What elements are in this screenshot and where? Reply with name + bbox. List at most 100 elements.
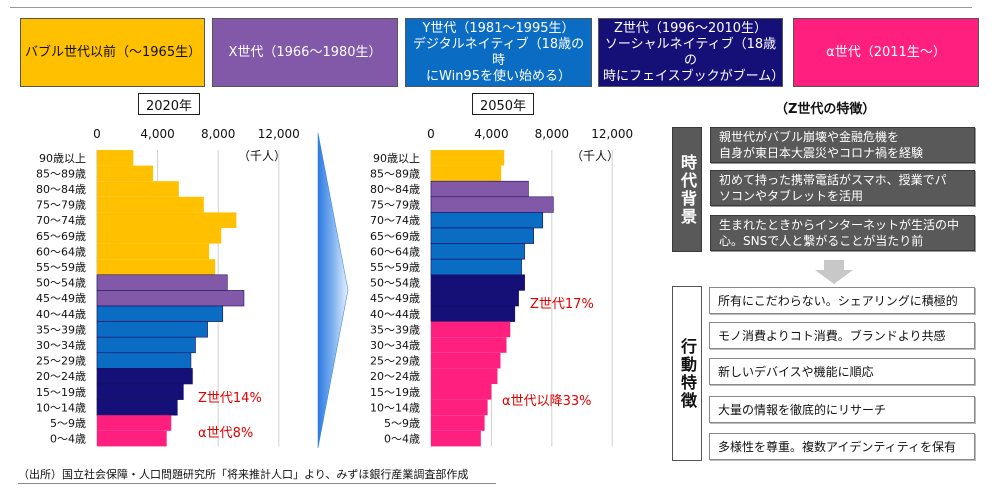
bar: [430, 196, 554, 213]
background-item: 親世代がバブル崩壊や金融危機を 自身が東日本大震災やコロナ禍を経験: [710, 127, 975, 163]
bar: [96, 352, 192, 369]
bar: [97, 196, 204, 213]
unit-label: （千人）: [238, 149, 286, 163]
category-label: 5〜9歳: [50, 417, 86, 430]
chart-title-text: 2020年: [145, 98, 193, 114]
bar: [430, 227, 534, 244]
share-annotation: Z世代17%: [530, 297, 594, 312]
category-label: 50〜54歳: [370, 277, 420, 290]
bar: [430, 258, 522, 276]
bar: [97, 259, 216, 275]
chart-title-text: 2050年: [479, 98, 527, 114]
x-tick-label: 8,000: [201, 127, 235, 141]
category-label: 90歳以上: [39, 152, 86, 165]
bar: [97, 430, 167, 447]
bar: [96, 383, 184, 400]
category-label: 55〜59歳: [370, 261, 420, 274]
category-label: 20〜24歳: [36, 370, 86, 383]
category-label: 35〜39歳: [370, 323, 420, 336]
category-label: 5〜9歳: [384, 417, 420, 430]
chart-2050: 0 4,000 8,000 12,000 （千人） 90歳以上 85〜89歳 80〜84歳 75…: [370, 127, 633, 447]
bar: [97, 243, 210, 260]
unit-label: （千人）: [571, 149, 619, 163]
generation-label: X世代（1966〜1980生）: [228, 44, 382, 60]
bar: [431, 368, 498, 384]
bar: [96, 336, 196, 354]
category-label: 0〜4歳: [384, 433, 420, 446]
category-label: 80〜84歳: [36, 183, 86, 196]
category-label: 65〜69歳: [36, 230, 86, 243]
bar: [97, 181, 179, 197]
share-annotation: α世代8%: [198, 426, 253, 441]
background-item: 初めて持った携帯電話がスマホ、授業でパ ソコンやタブレットを活用: [710, 170, 975, 206]
generation-box-z: Z世代（1996〜2010生） ソーシャルネイティブ（18歳の 時にフェイスブッ…: [598, 18, 785, 87]
bar: [431, 165, 502, 182]
share-annotation: Z世代14%: [198, 391, 262, 406]
generation-box-x: X世代（1966〜1980生）: [212, 18, 398, 87]
bar: [97, 212, 237, 228]
chart-2020: 0 4,000 8,000 12,000 （千人） 90歳以上 85〜89歳 80〜84歳 75…: [36, 127, 300, 447]
panel-title: （Z世代の特徴）: [775, 102, 876, 117]
category-label: 35〜39歳: [36, 323, 86, 336]
bar: [431, 399, 488, 416]
category-label: 90歳以上: [373, 152, 420, 165]
behavior-side-label: 行動特徴: [672, 286, 702, 461]
category-label: 40〜44歳: [36, 308, 86, 321]
category-label: 65〜69歳: [370, 230, 420, 243]
bar: [431, 430, 481, 447]
category-label: 25〜29歳: [370, 355, 420, 368]
background-label-text: 時代背景: [678, 153, 697, 226]
behavior-item: 新しいデバイスや機能に順応: [709, 358, 975, 385]
category-label: 70〜74歳: [36, 214, 86, 227]
category-label: 85〜89歳: [36, 167, 86, 180]
category-label: 10〜14歳: [36, 401, 86, 414]
generation-box-alpha: α世代（2011生〜）: [793, 18, 979, 87]
bar: [430, 274, 525, 291]
generation-label: Y世代（1981〜1995生） デジタルネイティブ（18歳の時 にWin95を使…: [412, 20, 585, 84]
generation-label: Z世代（1996〜2010生） ソーシャルネイティブ（18歳の 時にフェイスブッ…: [603, 20, 785, 84]
category-label: 85〜89歳: [370, 167, 420, 180]
background-item-text: 初めて持った携帯電話がスマホ、授業でパ ソコンやタブレットを活用: [719, 173, 947, 203]
bar: [430, 212, 544, 229]
category-label: 10〜14歳: [370, 401, 420, 414]
x-tick-label: 4,000: [140, 127, 174, 141]
background-item-text: 生まれたときからインターネットが生活の中 心。SNSで人と繋がることが当たり前: [719, 218, 960, 248]
background-item: 生まれたときからインターネットが生活の中 心。SNSで人と繋がることが当たり前: [710, 215, 975, 251]
bar: [97, 415, 172, 431]
category-label: 50〜54歳: [36, 277, 86, 290]
bar: [431, 337, 507, 353]
source-note: （出所）国立社会保障・人口問題研究所「将来推計人口」より、みずほ銀行産業調査部作…: [18, 466, 496, 484]
bar: [431, 384, 492, 400]
x-tick-label: 4,000: [474, 127, 508, 141]
bar: [431, 150, 505, 166]
bar: [431, 415, 485, 431]
x-tick-label: 12,000: [258, 127, 300, 141]
category-label: 30〜34歳: [370, 339, 420, 352]
bar: [431, 352, 501, 369]
category-label: 80〜84歳: [370, 183, 420, 196]
bar: [96, 399, 178, 416]
behavior-label-text: 行動特徴: [678, 337, 697, 410]
bar: [430, 243, 525, 260]
behavior-item-text: 多様性を尊重。複数アイデンティティを保有: [718, 439, 956, 454]
bar: [96, 368, 193, 385]
category-label: 55〜59歳: [36, 261, 86, 274]
bar: [96, 290, 245, 307]
generation-label: α世代（2011生〜）: [826, 44, 946, 60]
behavior-item: 多様性を尊重。複数アイデンティティを保有: [709, 433, 975, 460]
background-item-text: 親世代がバブル崩壊や金融危機を 自身が東日本大震災やコロナ禍を経験: [719, 130, 924, 160]
category-label: 15〜19歳: [36, 386, 86, 399]
category-label: 20〜24歳: [370, 370, 420, 383]
category-label: 75〜79歳: [370, 199, 420, 212]
category-label: 45〜49歳: [36, 292, 86, 305]
generation-box-bubble: バブル世代以前（〜1965生）: [20, 18, 205, 87]
category-label: 15〜19歳: [370, 386, 420, 399]
transition-arrow-icon: [317, 132, 349, 449]
behavior-item: 大量の情報を徹底的にリサーチ: [709, 396, 975, 423]
behavior-item-text: 所有にこだわらない。シェアリングに積極的: [718, 293, 958, 308]
category-label: 60〜64歳: [36, 245, 86, 258]
chart-title-2050: 2050年: [472, 93, 534, 115]
bar: [430, 180, 529, 198]
bar: [97, 165, 154, 182]
